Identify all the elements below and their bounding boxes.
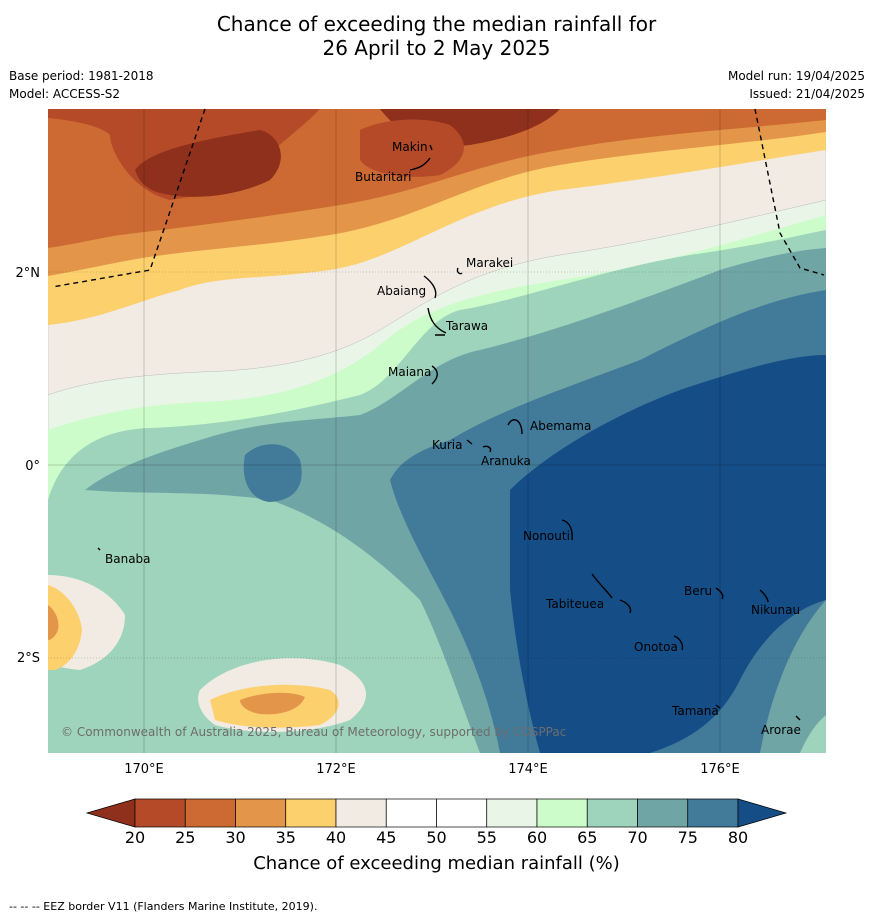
place-label: Beru	[684, 584, 712, 598]
colorbar-swatch	[285, 798, 337, 828]
place-label: Nonouti	[523, 529, 570, 543]
colorbar-tick: 45	[376, 828, 397, 847]
islands	[97, 144, 801, 721]
place-label: Nikunau	[751, 603, 800, 617]
place-label: Abemama	[530, 419, 591, 433]
colorbar-swatch	[687, 798, 739, 828]
rainfall-probability-field	[48, 109, 826, 753]
place-label: Aranuka	[481, 454, 531, 468]
colorbar-tick: 75	[677, 828, 698, 847]
place-label: Tarawa	[445, 319, 488, 333]
colorbar-tick: 30	[225, 828, 246, 847]
lon-tick: 176°E	[700, 762, 740, 777]
colorbar-swatch	[536, 798, 588, 828]
eez-legend-note: -- -- -- EEZ border V11 (Flanders Marine…	[9, 900, 318, 913]
map-title: Chance of exceeding the median rainfall …	[0, 12, 873, 60]
colorbar-title: Chance of exceeding median rainfall (%)	[253, 853, 620, 874]
eez-border	[51, 108, 825, 288]
place-label: Makin	[392, 140, 428, 154]
title-line-1: Chance of exceeding the median rainfall …	[216, 12, 657, 36]
place-labels: Makin Butaritari Marakei Abaiang Tarawa …	[105, 140, 801, 737]
meta-left: Base period: 1981-2018 Model: ACCESS-S2	[9, 67, 154, 103]
colorbar-swatch	[85, 798, 136, 828]
colorbar-tick: 35	[275, 828, 296, 847]
model-run: Model run: 19/04/2025	[727, 69, 865, 83]
colorbar	[85, 798, 788, 828]
lon-tick: 172°E	[316, 762, 356, 777]
colorbar-tick: 50	[426, 828, 447, 847]
axis-ticks: 170°E 172°E 174°E 176°E 2°N 0° 2°S	[16, 266, 740, 777]
colorbar-swatch	[385, 798, 437, 828]
place-label: Maiana	[388, 365, 431, 379]
issued-date: Issued: 21/04/2025	[749, 87, 865, 101]
graticule	[48, 109, 826, 753]
meta-right: Model run: 19/04/2025 Issued: 21/04/2025	[728, 67, 865, 103]
place-label: Onotoa	[634, 640, 678, 654]
colorbar-swatch	[486, 798, 538, 828]
colorbar-tick: 40	[325, 828, 347, 847]
place-label: Butaritari	[355, 170, 412, 184]
colorbar-tick: 70	[627, 828, 648, 847]
colorbar-tick: 25	[175, 828, 196, 847]
colorbar-swatch	[737, 798, 788, 828]
colorbar-tick: 65	[577, 828, 598, 847]
place-label: Banaba	[105, 552, 151, 566]
colorbar-swatch	[134, 798, 186, 828]
colorbar-tick: 60	[526, 828, 548, 847]
place-label: Tabiteuea	[545, 597, 604, 611]
place-label: Kuria	[432, 438, 463, 452]
place-label: Abaiang	[377, 284, 426, 298]
colorbar-swatch	[637, 798, 689, 828]
place-label: Arorae	[761, 723, 801, 737]
colorbar-swatch	[184, 798, 236, 828]
colorbar-swatch	[335, 798, 387, 828]
lon-tick: 174°E	[508, 762, 548, 777]
colorbar-swatch	[586, 798, 638, 828]
lat-tick: 2°N	[16, 266, 41, 281]
place-label: Tamana	[671, 704, 719, 718]
colorbar-tick: 80	[727, 828, 749, 847]
lon-tick: 170°E	[124, 762, 164, 777]
colorbar-swatch	[436, 798, 488, 828]
colorbar-tick: 20	[124, 828, 146, 847]
lat-tick: 2°S	[17, 651, 40, 666]
model-name: Model: ACCESS-S2	[9, 87, 121, 101]
place-label: Marakei	[466, 256, 513, 270]
base-period: Base period: 1981-2018	[9, 69, 154, 83]
colorbar-swatch	[235, 798, 287, 828]
colorbar-tick: 55	[476, 828, 497, 847]
copyright-notice: © Commonwealth of Australia 2025, Bureau…	[61, 725, 567, 739]
lat-tick: 0°	[25, 459, 40, 474]
title-line-2: 26 April to 2 May 2025	[322, 36, 551, 60]
